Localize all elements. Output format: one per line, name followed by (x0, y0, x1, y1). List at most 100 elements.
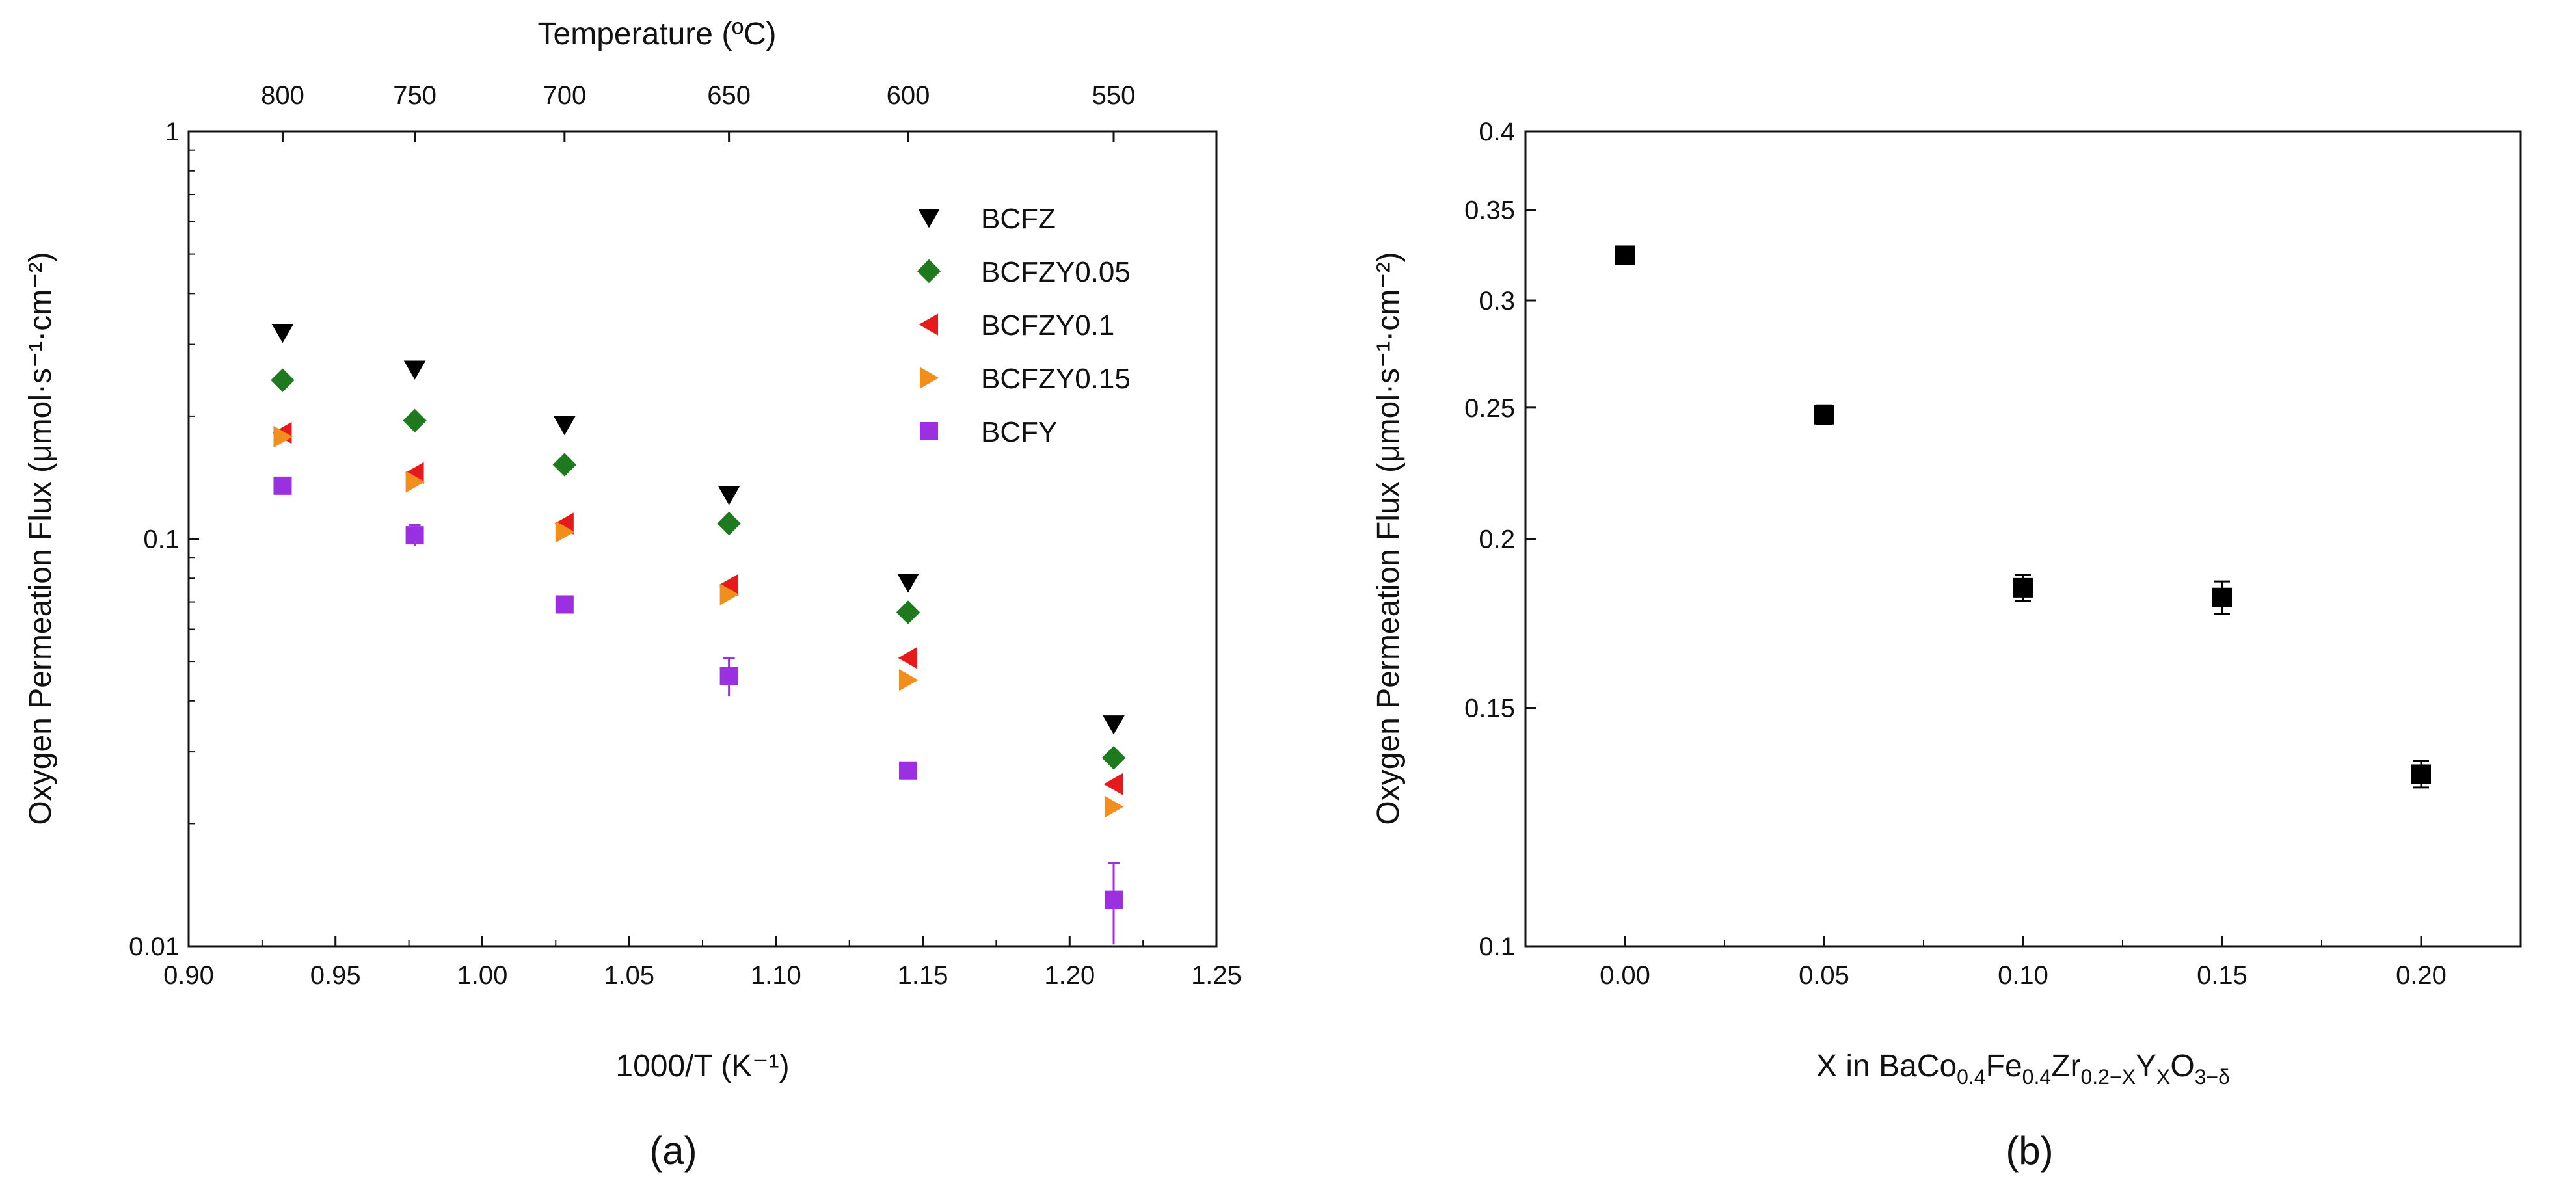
point-bcfzy015 (405, 471, 425, 493)
top-axis-label-a: Temperature (ºC) (538, 17, 777, 51)
point-bcfzy015 (899, 669, 919, 691)
plot-frame-b (1524, 130, 2522, 948)
top-tick-label-a: 650 (707, 81, 751, 110)
x-label-subscript-b: 0.4 (2022, 1065, 2051, 1089)
x-tick-label-b: 0.15 (2197, 961, 2247, 990)
legend-label: BCFZ (981, 203, 1056, 235)
point-bcfzy01 (719, 574, 738, 596)
top-tick-label-a: 800 (261, 81, 304, 110)
y-tick-label-b: 0.15 (1464, 695, 1515, 723)
legend-marker (919, 313, 938, 336)
legend-marker (917, 259, 941, 284)
y-tick-label-b: 0.1 (1479, 933, 1515, 961)
x-tick-label-a: 1.20 (1044, 961, 1095, 990)
legend-label: BCFZY0.05 (981, 256, 1131, 288)
point-bcfz (403, 360, 426, 380)
point-flux (2013, 577, 2033, 598)
panel-b: 0.00 0.05 0.10 0.15 0.20 0.10.150.20.250.30.… (1371, 118, 2522, 1173)
y-tick-label-b: 0.25 (1464, 394, 1515, 423)
x-axis-ticks-a: 0.90 0.95 1.00 1.05 1.10 1.15 1.20 1.25 (163, 936, 1242, 990)
y-tick-label-b: 0.2 (1479, 525, 1515, 554)
x-tick-label-b: 0.10 (1998, 961, 2048, 990)
legend-marker (920, 422, 938, 440)
y-tick-label-a: 1 (165, 118, 180, 146)
x-tick-label-b: 0.00 (1600, 961, 1650, 990)
x-tick-label-a: 0.90 (163, 961, 214, 990)
y-tick-label-a: 0.01 (129, 933, 180, 961)
point-bcfzy005 (403, 408, 427, 432)
point-bcfzy01 (898, 646, 917, 669)
legend-label: BCFY (981, 416, 1057, 448)
panel-a: 0.90 0.95 1.00 1.05 1.10 1.15 1.20 1.25 0.01 0.1… (23, 17, 1242, 1173)
point-bcfzy015 (1105, 795, 1124, 818)
legend-label: BCFZY0.15 (981, 363, 1131, 395)
point-bcfzy005 (896, 600, 920, 624)
plot-frame-a (187, 130, 1218, 948)
point-bcfy (1105, 890, 1123, 909)
point-bcfzy015 (719, 583, 740, 605)
point-bcfy (719, 667, 738, 685)
x-tick-label-a: 1.05 (604, 961, 654, 990)
point-bcfzy005 (1101, 746, 1126, 770)
point-bcfzy005 (552, 453, 577, 477)
x-label-part-b: Fe (1986, 1049, 2022, 1083)
top-tick-label-a: 600 (887, 81, 930, 110)
x-tick-label-a: 1.25 (1191, 961, 1242, 990)
top-tick-label-a: 550 (1092, 81, 1136, 110)
data-marks-a (271, 324, 1126, 945)
point-bcfz (897, 574, 919, 593)
x-axis-label-a: 1000/T (K⁻¹) (615, 1049, 789, 1083)
x-label-subscript-b: 3−δ (2195, 1065, 2230, 1089)
point-flux (1615, 245, 1635, 265)
x-label-part-b: Zr (2051, 1049, 2080, 1083)
x-tick-label-a: 1.10 (751, 961, 801, 990)
legend-label: BCFZY0.1 (981, 310, 1114, 341)
x-label-part-b: Y (2136, 1049, 2156, 1083)
point-bcfz (1103, 715, 1125, 735)
point-flux (2212, 587, 2232, 607)
point-bcfzy015 (273, 425, 293, 448)
point-bcfz (271, 324, 294, 343)
legend-marker (918, 209, 940, 228)
point-bcfzy01 (405, 462, 424, 484)
x-tick-label-a: 0.95 (310, 961, 361, 990)
legend-marker (920, 367, 939, 389)
point-bcfzy005 (717, 511, 741, 536)
x-tick-label-b: 0.05 (1799, 961, 1849, 990)
top-tick-label-a: 750 (393, 81, 436, 110)
panel-label-a: (a) (649, 1129, 697, 1173)
x-label-subscript-b: 0.2−X (2080, 1065, 2136, 1089)
y-axis-label-b: Oxygen Permeation Flux (μmol·s⁻¹·cm⁻²) (1371, 252, 1406, 825)
top-axis-ticks-a: 800 750 700 650 600 550 (261, 81, 1135, 142)
point-bcfy (555, 595, 574, 614)
point-flux (1814, 405, 1834, 425)
y-axis-label-a: Oxygen Permeation Flux (μmol·s⁻¹·cm⁻²) (23, 252, 58, 825)
panel-label-b: (b) (2006, 1129, 2053, 1173)
legend-a: BCFZ BCFZY0.05 BCFZY0.1 BCFZY0.15 BCFY (917, 203, 1131, 448)
data-marks-b (1615, 245, 2431, 789)
x-axis-ticks-b: 0.00 0.05 0.10 0.15 0.20 (1525, 936, 2521, 990)
y-axis-ticks-b: 0.1 0.15 0.2 0.25 0.3 0.35 0.4 (1464, 118, 1536, 961)
y-tick-label-b: 0.35 (1464, 196, 1515, 225)
x-label-subscript-b: 0.4 (1957, 1065, 1985, 1089)
y-axis-ticks-a: 0.01 0.1 1 (129, 118, 199, 961)
x-label-subscript-b: X (2156, 1065, 2170, 1089)
x-label-part-b: O (2170, 1049, 2194, 1083)
point-bcfzy015 (555, 521, 575, 543)
y-tick-label-b: 0.3 (1479, 287, 1515, 315)
point-bcfy (899, 761, 917, 780)
x-label-part-b: X in BaCo (1816, 1049, 1957, 1083)
y-tick-label-a: 0.1 (143, 525, 180, 554)
point-bcfzy005 (271, 368, 295, 392)
y-tick-label-b: 0.4 (1479, 118, 1515, 146)
x-tick-label-b: 0.20 (2396, 961, 2447, 990)
top-tick-label-a: 700 (543, 81, 586, 110)
x-axis-label-b: X in BaCo0.4Fe0.4Zr0.2−XYXO3−δ (1816, 1049, 2230, 1089)
point-bcfy (405, 526, 424, 545)
point-bcfz (718, 486, 740, 505)
point-bcfy (273, 476, 292, 495)
point-bcfz (554, 416, 576, 436)
x-tick-label-a: 1.15 (898, 961, 948, 990)
x-tick-label-a: 1.00 (457, 961, 507, 990)
